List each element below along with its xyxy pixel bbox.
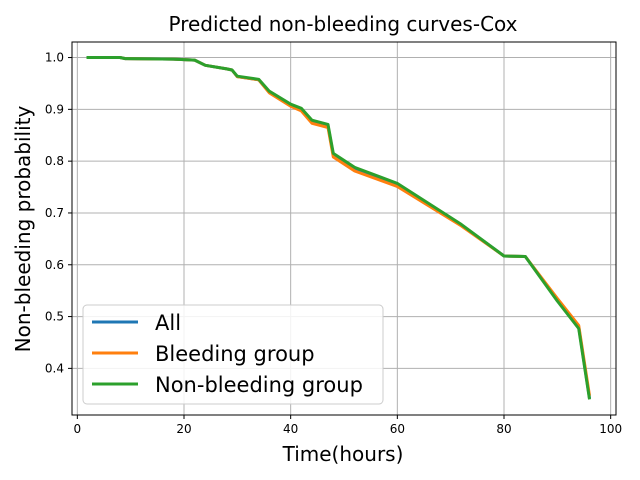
plot-area <box>71 41 617 416</box>
x-axis: 0 20 40 60 80 100 <box>74 415 622 436</box>
x-tick-label: 0 <box>74 422 82 436</box>
x-tick-label: 100 <box>599 422 622 436</box>
y-axis-title: Non-bleeding probability <box>11 106 35 353</box>
x-axis-title: Time(hours) <box>282 442 404 466</box>
legend-label: Non-bleeding group <box>155 373 363 397</box>
y-tick-label: 0.5 <box>45 310 64 324</box>
chart-title: Predicted non-bleeding curves-Cox <box>169 12 518 36</box>
legend-box <box>82 304 384 405</box>
y-tick-label: 0.7 <box>45 206 64 220</box>
y-tick-label: 1.0 <box>45 51 64 65</box>
series-lines <box>86 56 592 400</box>
x-tick-label: 20 <box>176 422 191 436</box>
y-tick-label: 0.8 <box>45 154 64 168</box>
series-line <box>86 56 592 400</box>
plot-frame <box>71 41 617 416</box>
x-tick-label: 40 <box>283 422 298 436</box>
grid-lines <box>72 42 616 415</box>
x-tick-label: 60 <box>390 422 405 436</box>
y-axis: 0.4 0.5 0.6 0.7 0.8 0.9 1.0 <box>45 51 72 375</box>
legend-label: All <box>155 311 181 335</box>
legend: All Bleeding group Non-bleeding group <box>82 304 384 405</box>
y-tick-label: 0.9 <box>45 102 64 116</box>
legend-label: Bleeding group <box>155 342 315 366</box>
y-tick-label: 0.6 <box>45 258 64 272</box>
x-tick-label: 80 <box>496 422 511 436</box>
y-tick-label: 0.4 <box>45 361 64 375</box>
